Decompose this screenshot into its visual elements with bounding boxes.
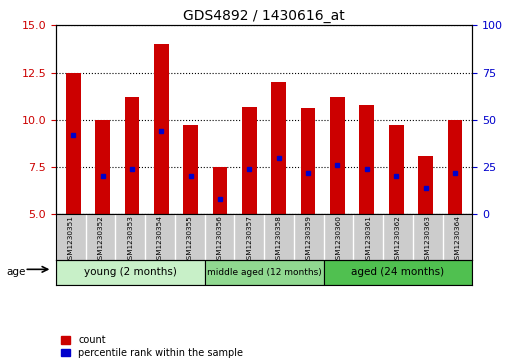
- Text: GSM1230362: GSM1230362: [395, 216, 401, 264]
- Text: young (2 months): young (2 months): [84, 267, 177, 277]
- Text: GSM1230355: GSM1230355: [187, 216, 193, 264]
- Bar: [360, 105, 374, 214]
- Bar: [96, 120, 110, 214]
- Text: GSM1230351: GSM1230351: [68, 216, 74, 264]
- Text: GSM1230364: GSM1230364: [455, 216, 461, 264]
- Bar: [271, 82, 286, 214]
- Bar: [330, 97, 345, 214]
- Text: GSM1230363: GSM1230363: [425, 216, 431, 264]
- Text: GSM1230356: GSM1230356: [216, 216, 223, 264]
- Bar: [183, 126, 198, 214]
- Text: GSM1230353: GSM1230353: [128, 216, 133, 264]
- Bar: [66, 73, 81, 214]
- Legend: count, percentile rank within the sample: count, percentile rank within the sample: [61, 335, 243, 358]
- Bar: [213, 167, 228, 214]
- Text: age: age: [6, 266, 25, 277]
- Bar: [125, 97, 140, 214]
- Bar: [205, 260, 324, 285]
- Bar: [448, 120, 462, 214]
- Text: GSM1230361: GSM1230361: [365, 216, 371, 264]
- Text: GSM1230352: GSM1230352: [98, 216, 104, 264]
- Text: GSM1230357: GSM1230357: [246, 216, 252, 264]
- Bar: [154, 44, 169, 214]
- Bar: [418, 156, 433, 214]
- Text: GSM1230359: GSM1230359: [306, 216, 312, 264]
- Bar: [301, 109, 315, 214]
- Bar: [389, 126, 403, 214]
- Bar: [242, 107, 257, 214]
- Text: GSM1230358: GSM1230358: [276, 216, 282, 264]
- Bar: [56, 260, 205, 285]
- Bar: [324, 260, 472, 285]
- Text: GSM1230360: GSM1230360: [336, 216, 341, 264]
- Text: aged (24 months): aged (24 months): [352, 267, 444, 277]
- Text: middle aged (12 months): middle aged (12 months): [207, 268, 322, 277]
- Title: GDS4892 / 1430616_at: GDS4892 / 1430616_at: [183, 9, 345, 23]
- Text: GSM1230354: GSM1230354: [157, 216, 163, 264]
